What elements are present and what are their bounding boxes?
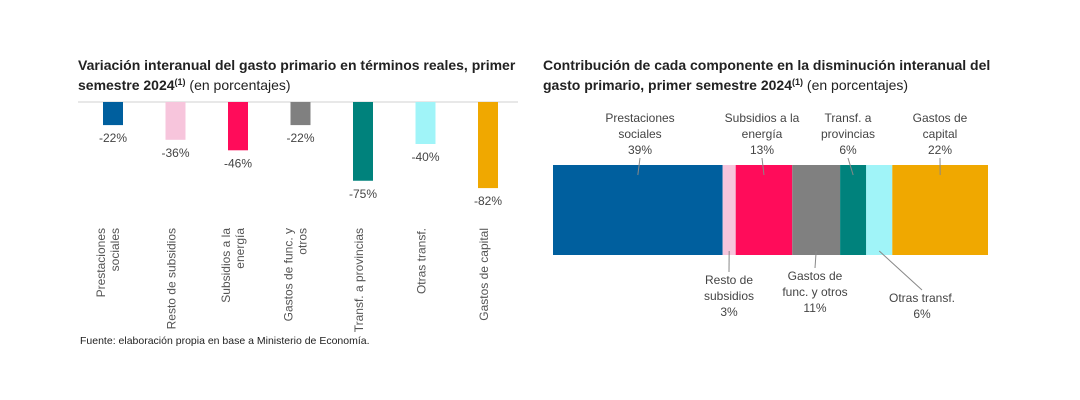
bar-gastos-de-capital [478, 102, 498, 189]
left-chart-title-unit: (en porcentajes) [185, 77, 291, 93]
bar-label-gastos-de-func-y-otros: -22% [286, 131, 314, 145]
right-chart-title-unit: (en porcentajes) [803, 77, 909, 93]
right-chart-title-footnote: (1) [792, 77, 804, 87]
left-chart-title: Variación interanual del gasto primario … [78, 57, 528, 94]
category-label-subsidios-a-la-energia: Subsidios a laenergía [219, 228, 247, 303]
bar-label-prestaciones-sociales: -22% [99, 131, 127, 145]
segment-label-otras-transf: Otras transf. 6% [889, 291, 955, 321]
source-note: Fuente: elaboración propia en base a Min… [80, 335, 370, 347]
category-label-prestaciones-sociales: Prestacionessociales [94, 228, 122, 297]
segment-resto-de-subsidios [722, 165, 736, 255]
bar-label-otras-transf: -40% [411, 150, 439, 164]
segment-otras-transf [866, 165, 893, 255]
left-chart-title-text: Variación interanual del gasto primario … [78, 57, 516, 93]
bar-subsidios-a-la-energia [228, 102, 248, 151]
segment-gastos-de-capital [892, 165, 988, 255]
leader-line-otras-transf [878, 250, 923, 291]
segment-label-prestaciones-sociales: Prestaciones sociales 39% [605, 111, 674, 157]
bar-label-resto-de-subsidios: -36% [161, 146, 189, 160]
leader-line-transf-a-provincias [847, 157, 854, 176]
left-bar-chart: -22% Prestacionessociales -36% Resto de sub… [78, 101, 518, 332]
segment-label-gastos-de-capital: Gastos de capital 22% [913, 111, 968, 157]
leader-line-subsidios-a-la-energia [761, 157, 765, 176]
bar-resto-de-subsidios [165, 102, 186, 140]
bar-transf-a-provincias [353, 102, 373, 181]
category-label-gastos-de-func-y-otros: Gastos de func. yotros [282, 228, 310, 321]
bar-gastos-de-func-y-otros [290, 102, 311, 126]
segment-label-transf-a-provincias: Transf. a provincias 6% [821, 111, 875, 157]
bar-label-subsidios-a-la-energia: -46% [224, 156, 252, 170]
category-label-gastos-de-capital: Gastos de capital [477, 228, 491, 321]
segment-label-subsidios-a-la-energia: Subsidios a la energía 13% [725, 111, 800, 157]
leader-line-gastos-de-func-y-otros [814, 250, 817, 269]
category-label-otras-transf: Otras transf. [415, 228, 429, 294]
right-stacked-bar-chart: Prestaciones sociales 39% Resto de subsidios… [553, 111, 988, 321]
segment-label-gastos-de-func-y-otros: Gastos de func. y otros 11% [782, 269, 847, 315]
right-chart-title: Contribución de cada componente en la di… [543, 57, 1013, 94]
segment-prestaciones-sociales [553, 165, 723, 255]
segment-subsidios-a-la-energia [735, 165, 793, 255]
category-label-resto-de-subsidios: Resto de subsidios [165, 228, 179, 329]
leader-line-prestaciones-sociales [637, 157, 641, 176]
right-chart-title-text: Contribución de cada componente en la di… [543, 57, 991, 93]
bar-label-transf-a-provincias: -75% [349, 187, 377, 201]
segment-label-resto-de-subsidios: Resto de subsidios 3% [704, 273, 754, 319]
bar-label-gastos-de-capital: -82% [474, 194, 502, 208]
segment-gastos-de-func-y-otros [792, 165, 841, 255]
bar-prestaciones-sociales [103, 102, 123, 126]
bar-otras-transf [415, 102, 436, 144]
category-label-transf-a-provincias: Transf. a provincias [352, 228, 366, 332]
segment-transf-a-provincias [840, 165, 867, 255]
left-chart-title-footnote: (1) [174, 77, 186, 87]
